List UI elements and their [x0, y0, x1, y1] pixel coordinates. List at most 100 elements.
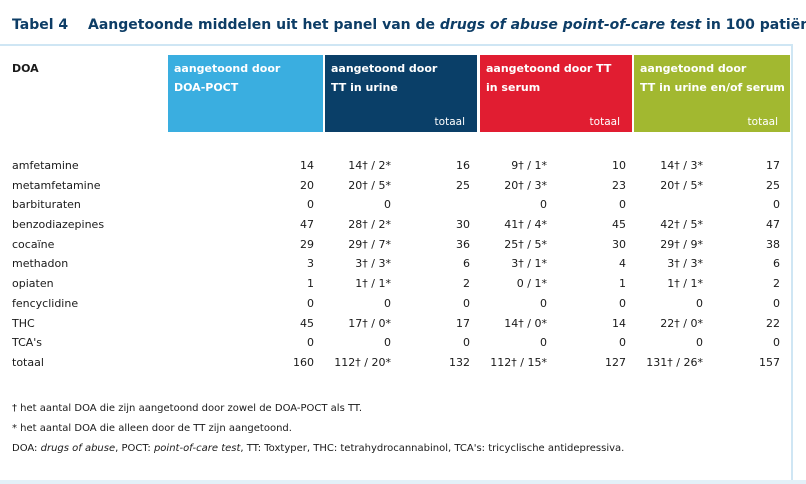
footnotes: † het aantal DOA die zijn aangetoond doo… — [12, 399, 624, 459]
table-title: Aangetoonde middelen uit het panel van d… — [88, 17, 806, 33]
cell-tt-serum: 41† / 4* — [504, 218, 547, 232]
cell-tt-serum: 14† / 0* — [504, 316, 547, 330]
header-tt-urine: aangetoond door TT in urine totaal — [325, 55, 477, 132]
cell-drug-name: TCA's — [12, 336, 43, 350]
cell-poct: 45 — [300, 316, 314, 330]
header-line2: DOA-POCT — [174, 81, 239, 94]
cell-total-urine: 6 — [463, 257, 470, 271]
footnote-star: * het aantal DOA die alleen door de TT z… — [12, 423, 292, 434]
cell-poct: 0 — [307, 198, 314, 212]
header-line2: TT in urine en/of serum — [640, 81, 785, 94]
header-line1: aangetoond door — [331, 62, 438, 75]
cell-total-urine: 132 — [449, 355, 470, 369]
header-total: totaal — [589, 116, 620, 128]
cell-total-both: 0 — [773, 336, 780, 350]
abbr-text: , POCT: — [115, 443, 154, 454]
doa-column-header: DOA — [12, 62, 39, 75]
cell-total-serum: 23 — [612, 178, 626, 192]
cell-total-serum: 30 — [612, 237, 626, 251]
header-tt-serum: aangetoond door TT in serum totaal — [480, 55, 632, 132]
cell-tt-serum: 20† / 3* — [504, 178, 547, 192]
cell-drug-name: opiaten — [12, 277, 54, 291]
cell-drug-name: cocaïne — [12, 237, 55, 251]
cell-total-both: 6 — [773, 257, 780, 271]
title-text-before: Aangetoonde middelen uit het panel van d… — [88, 17, 440, 33]
cell-total-urine: 36 — [456, 237, 470, 251]
cell-total-serum: 14 — [612, 316, 626, 330]
table-number: Tabel 4 — [12, 17, 69, 33]
cell-poct: 20 — [300, 178, 314, 192]
title-text-after: in 100 patiënten — [706, 17, 806, 33]
cell-total-urine: 16 — [456, 159, 470, 172]
cell-total-serum: 0 — [619, 336, 626, 350]
table-body: amfetamine 14 14† / 2* 16 9† / 1* 10 14†… — [0, 157, 806, 374]
cell-total-both: 25 — [766, 178, 780, 192]
cell-tt-urine: 28† / 2* — [348, 218, 391, 232]
cell-tt-both: 0 — [696, 336, 703, 350]
table-row: amfetamine 14 14† / 2* 16 9† / 1* 10 14†… — [0, 157, 806, 177]
cell-poct: 0 — [307, 336, 314, 350]
cell-tt-both: 0 — [696, 296, 703, 310]
cell-total-serum: 45 — [612, 218, 626, 232]
cell-drug-name: methadon — [12, 257, 69, 271]
cell-total-urine: 30 — [456, 218, 470, 232]
cell-total-urine: 0 — [463, 296, 470, 310]
cell-total-serum: 127 — [605, 355, 626, 369]
header-doa-poct: aangetoond door DOA-POCT — [168, 55, 323, 132]
header-line1: aangetoond door — [174, 62, 281, 75]
cell-drug-name: metamfetamine — [12, 178, 101, 192]
cell-tt-urine: 14† / 2* — [348, 159, 391, 172]
cell-poct: 160 — [293, 355, 314, 369]
table-row-total: totaal 160 112† / 20* 132 112† / 15* 127… — [0, 354, 806, 374]
table-row: benzodiazepines 47 28† / 2* 30 41† / 4* … — [0, 216, 806, 236]
cell-tt-urine: 112† / 20* — [334, 355, 391, 369]
table-row: THC 45 17† / 0* 17 14† / 0* 14 22† / 0* … — [0, 315, 806, 335]
cell-total-both: 0 — [773, 198, 780, 212]
cell-poct: 3 — [307, 257, 314, 271]
cell-tt-serum: 0 — [540, 296, 547, 310]
title-text-italic: drugs of abuse point-of-care test — [439, 17, 702, 33]
abbr-text: , TT: Toxtyper, THC: tetrahydrocannabino… — [240, 443, 625, 454]
cell-total-serum: 4 — [619, 257, 626, 271]
cell-drug-name: fencyclidine — [12, 296, 79, 310]
cell-total-both: 17 — [766, 159, 780, 172]
cell-tt-urine: 17† / 0* — [348, 316, 391, 330]
header-tt-both: aangetoond door TT in urine en/of serum … — [634, 55, 790, 132]
cell-tt-urine: 0 — [384, 296, 391, 310]
header-line2: TT in urine — [331, 81, 398, 94]
table-row: barbituraten 0 0 0 0 0 — [0, 196, 806, 216]
table-row: methadon 3 3† / 3* 6 3† / 1* 4 3† / 3* 6 — [0, 255, 806, 275]
cell-tt-both: 42† / 5* — [660, 218, 703, 232]
cell-poct: 47 — [300, 218, 314, 232]
cell-tt-urine: 20† / 5* — [348, 178, 391, 192]
cell-tt-urine: 0 — [384, 198, 391, 212]
cell-tt-both: 14† / 3* — [660, 159, 703, 172]
abbr-italic: point-of-care test — [153, 443, 241, 454]
cell-tt-both: 1† / 1* — [667, 277, 703, 291]
cell-poct: 14 — [300, 159, 314, 172]
cell-total-serum: 0 — [619, 296, 626, 310]
cell-total-urine: 25 — [456, 178, 470, 192]
frame-right — [791, 44, 806, 484]
cell-total-both: 157 — [759, 355, 780, 369]
header-line1: aangetoond door TT — [486, 62, 612, 75]
cell-tt-both: 3† / 3* — [667, 257, 703, 271]
cell-tt-urine: 29† / 7* — [348, 237, 391, 251]
abbr-italic: drugs of abuse — [40, 443, 116, 454]
cell-drug-name: totaal — [12, 355, 44, 369]
table-row: fencyclidine 0 0 0 0 0 0 0 — [0, 295, 806, 315]
title-bar: Tabel 4 Aangetoonde middelen uit het pan… — [0, 0, 806, 46]
cell-total-serum: 10 — [612, 159, 626, 172]
cell-poct: 0 — [307, 296, 314, 310]
cell-total-urine: 0 — [463, 336, 470, 350]
cell-total-serum: 1 — [619, 277, 626, 291]
cell-drug-name: barbituraten — [12, 198, 81, 212]
cell-total-both: 22 — [766, 316, 780, 330]
cell-drug-name: amfetamine — [12, 159, 79, 172]
cell-tt-serum: 0 — [540, 336, 547, 350]
cell-tt-both: 131† / 26* — [646, 355, 703, 369]
cell-tt-serum: 0 — [540, 198, 547, 212]
footnote-abbreviations: DOA: drugs of abuse, POCT: point-of-care… — [12, 439, 624, 459]
cell-tt-serum: 112† / 15* — [490, 355, 547, 369]
header-line1: aangetoond door — [640, 62, 747, 75]
